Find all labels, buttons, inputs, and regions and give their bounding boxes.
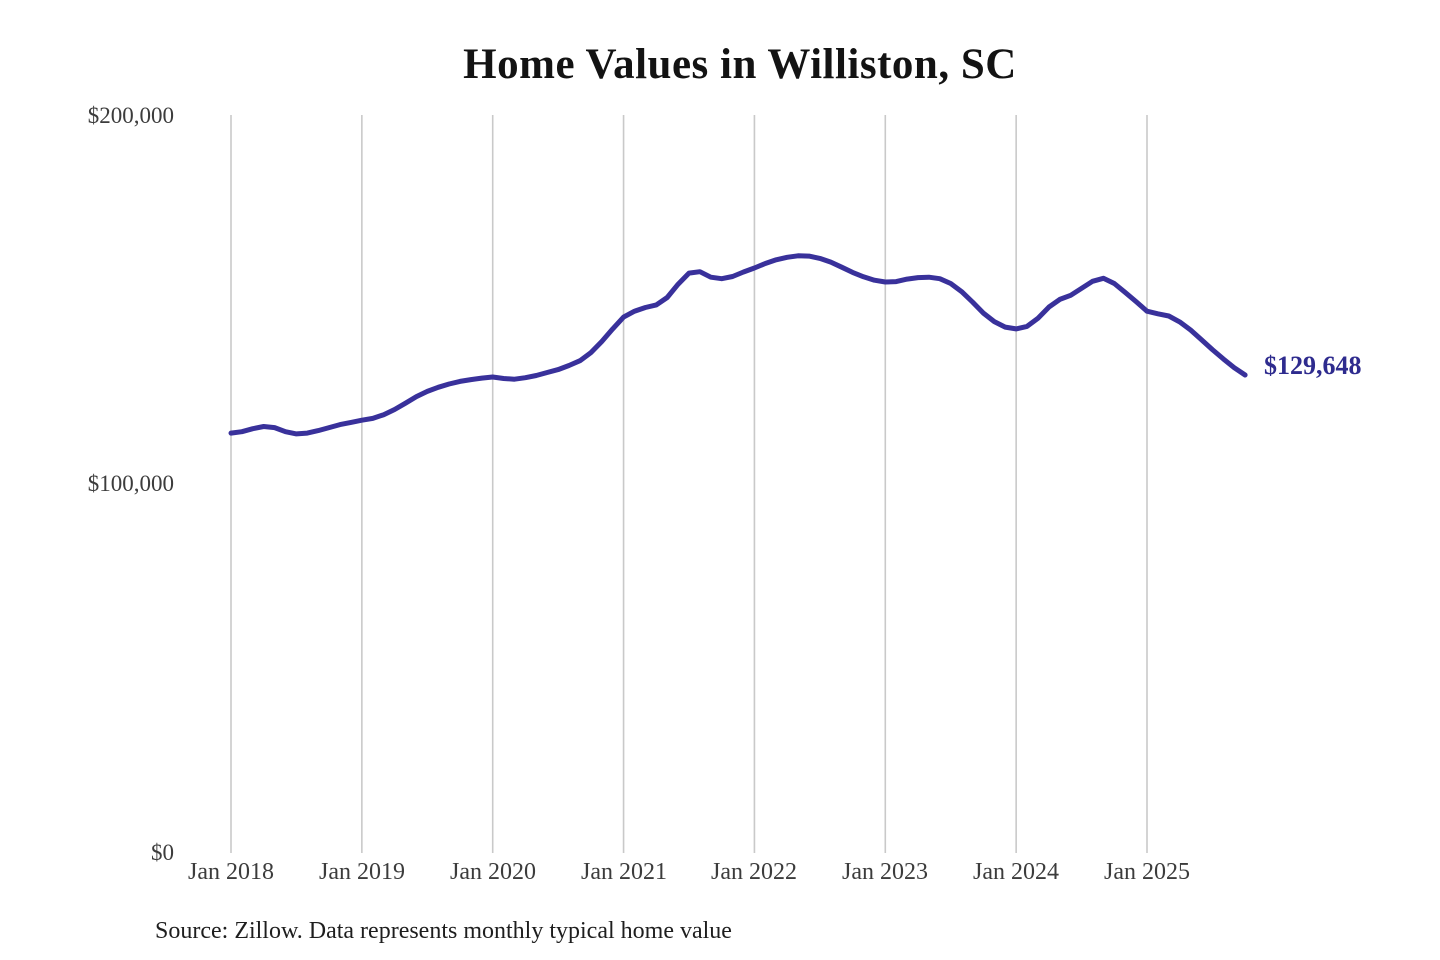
y-axis-tick-label-0: $0: [151, 840, 174, 865]
x-axis-tick-label-2022: Jan 2022: [711, 859, 797, 885]
gridlines: [230, 115, 1148, 853]
x-axis-tick-label-2023: Jan 2023: [842, 859, 928, 885]
current-value-label: $129,648: [1264, 351, 1362, 380]
x-axis-tick-label-2018: Jan 2018: [188, 859, 274, 885]
y-axis-tick-label-200k: $200,000: [87, 103, 174, 128]
x-axis-tick-label-2021: Jan 2021: [581, 859, 667, 885]
x-axis-tick-label-2024: Jan 2024: [973, 859, 1059, 885]
y-axis-tick-label-100k: $100,000: [87, 471, 174, 496]
x-axis-tick-label-2019: Jan 2019: [319, 859, 405, 885]
x-axis-tick-label-2020: Jan 2020: [450, 859, 536, 885]
home-value-line: [228, 253, 1248, 437]
x-axis-tick-label-2025: Jan 2025: [1104, 859, 1190, 885]
source-note: Source: Zillow. Data represents monthly …: [155, 918, 732, 944]
chart-title: Home Values in Williston, SC: [463, 41, 1017, 88]
